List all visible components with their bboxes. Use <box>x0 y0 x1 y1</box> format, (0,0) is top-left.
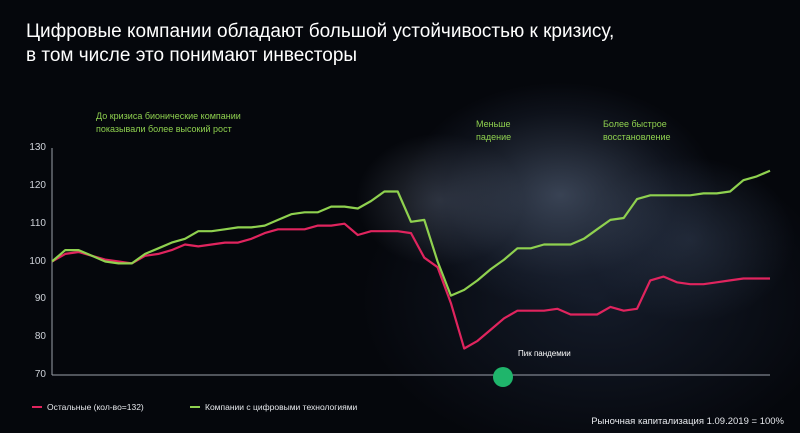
annotation-before-crisis: До кризиса бионические компании показыва… <box>96 110 241 136</box>
legend-item-digital: Компании с цифровыми технологиями <box>190 402 357 412</box>
annotation-smaller-drop: Меньше падение <box>476 118 511 144</box>
annotation-before-line-1: До кризиса бионические компании <box>96 111 241 121</box>
series-line-others <box>51 222 770 350</box>
legend-item-others: Остальные (кол-во=132) <box>32 402 144 412</box>
y-tick-label: 100 <box>29 255 46 267</box>
peak-label: Пик пандемии <box>518 349 571 358</box>
annotation-faster-recovery: Более быстрое восстановление <box>603 118 671 144</box>
y-tick-label: 80 <box>34 331 46 343</box>
y-tick-label: 110 <box>30 217 46 229</box>
peak-marker-dot <box>493 367 513 387</box>
annotation-drop-line-2: падение <box>476 132 512 142</box>
series-layer <box>51 169 771 350</box>
legend-swatch-others <box>32 406 42 408</box>
y-tick-label: 70 <box>34 369 46 380</box>
y-tick-label: 120 <box>29 179 46 191</box>
title-line-1: Цифровые компании обладают большой устой… <box>26 21 615 42</box>
y-tick-label: 90 <box>34 293 46 305</box>
series-line-digital <box>51 169 771 297</box>
annotation-drop-line-1: Меньше <box>476 119 511 129</box>
legend-label-others: Остальные (кол-во=132) <box>47 402 144 412</box>
y-tick-label: 130 <box>29 142 46 153</box>
legend-swatch-digital <box>190 406 200 408</box>
annotation-recovery-line-2: восстановление <box>603 132 671 142</box>
legend-label-digital: Компании с цифровыми технологиями <box>205 402 358 412</box>
footnote: Рыночная капитализация 1.09.2019 = 100% <box>591 416 784 427</box>
title-line-2: в том числе это понимают инвесторы <box>26 45 358 66</box>
annotation-before-line-2: показывали более высокий рост <box>96 124 232 134</box>
annotation-recovery-line-1: Более быстрое <box>603 119 667 129</box>
chart-title: Цифровые компании обладают большой устой… <box>26 20 726 68</box>
